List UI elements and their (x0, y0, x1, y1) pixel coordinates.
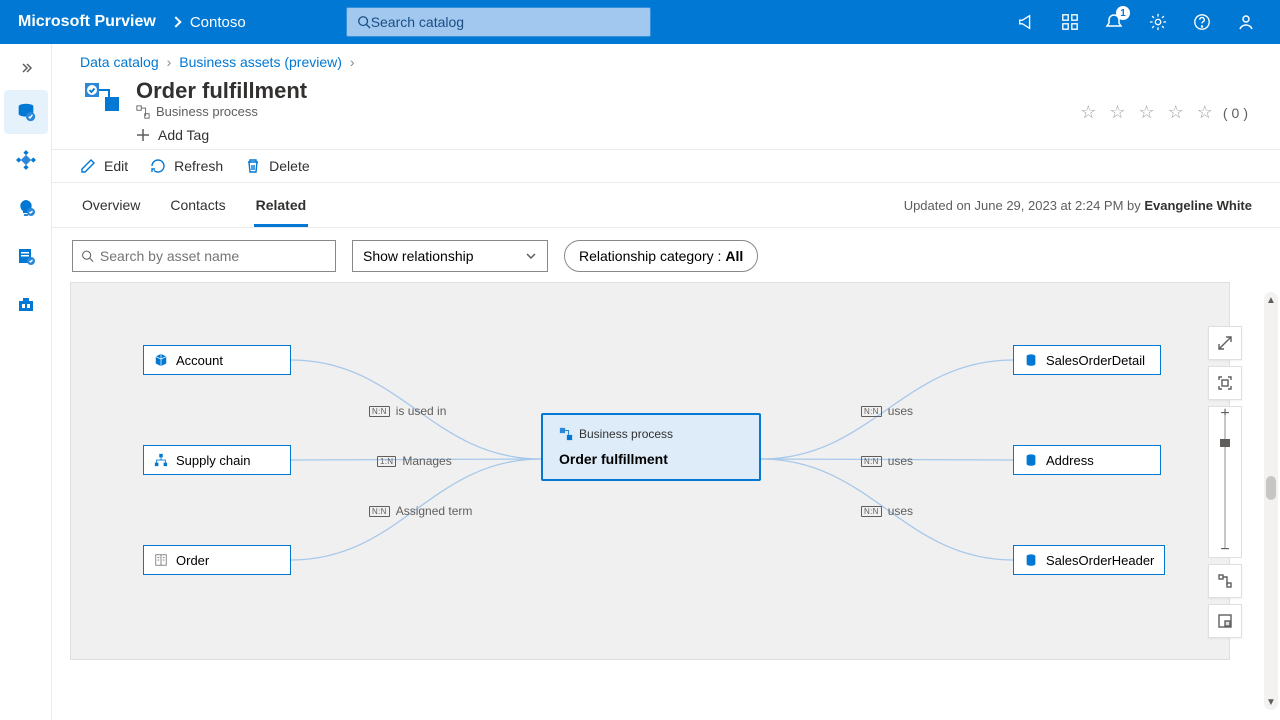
chevron-right-icon: › (350, 54, 355, 70)
fit-button[interactable] (1208, 366, 1242, 400)
node-label: SalesOrderDetail (1046, 353, 1145, 368)
rating[interactable]: ☆ ☆ ☆ ☆ ☆ (0) (1080, 78, 1252, 147)
tenant-name[interactable]: Contoso (190, 14, 246, 31)
center-node[interactable]: Business process Order fulfillment (541, 413, 761, 481)
node-label: Supply chain (176, 453, 250, 468)
node-label: Address (1046, 453, 1094, 468)
nav-data-map[interactable] (4, 138, 48, 182)
cardinality-chip: N:N (369, 506, 390, 517)
help-icon[interactable] (1184, 4, 1220, 40)
cardinality-chip: N:N (861, 456, 882, 467)
scroll-thumb[interactable] (1266, 476, 1276, 500)
node-label: SalesOrderHeader (1046, 553, 1154, 568)
search-input[interactable] (371, 14, 640, 30)
center-type: Business process (579, 427, 673, 441)
left-nav (0, 44, 52, 720)
tab-related[interactable]: Related (254, 183, 309, 227)
fullscreen-button[interactable] (1208, 326, 1242, 360)
show-relationship-dropdown[interactable]: Show relationship (352, 240, 548, 272)
crumb-data-catalog[interactable]: Data catalog (80, 54, 159, 70)
right-node[interactable]: SalesOrderHeader (1013, 545, 1165, 575)
expand-nav-button[interactable] (4, 50, 48, 86)
cardinality-chip: N:N (369, 406, 390, 417)
cardinality-chip: N:N (861, 406, 882, 417)
notification-badge: 1 (1116, 6, 1130, 20)
star-icon: ☆ ☆ ☆ ☆ ☆ (1080, 102, 1217, 123)
zoom-slider[interactable]: +− (1208, 406, 1242, 558)
apps-icon[interactable] (1052, 4, 1088, 40)
delete-button[interactable]: Delete (245, 158, 309, 174)
megaphone-icon[interactable] (1008, 4, 1044, 40)
asset-search-input[interactable] (100, 248, 327, 264)
nav-policy[interactable] (4, 234, 48, 278)
edge-label: 1:NManages (377, 454, 452, 468)
layout-button[interactable] (1208, 564, 1242, 598)
nav-management[interactable] (4, 282, 48, 326)
nav-insights[interactable] (4, 186, 48, 230)
edge-label: N:Nuses (861, 504, 913, 518)
left-node[interactable]: Order (143, 545, 291, 575)
page-title: Order fulfillment (136, 78, 1080, 104)
edge-label: N:Nis used in (369, 404, 446, 418)
profile-icon[interactable] (1228, 4, 1264, 40)
nav-data-catalog[interactable] (4, 90, 48, 134)
chevron-down-icon (525, 250, 537, 262)
chevron-right-icon: › (167, 54, 172, 70)
node-label: Account (176, 353, 223, 368)
left-node[interactable]: Account (143, 345, 291, 375)
updated-by: Updated on June 29, 2023 at 2:24 PM by E… (904, 198, 1252, 213)
gear-icon[interactable] (1140, 4, 1176, 40)
edge-label: N:Nuses (861, 454, 913, 468)
business-process-icon (80, 78, 124, 122)
db-icon (1024, 553, 1038, 567)
business-process-icon (559, 427, 573, 441)
hier-icon (154, 453, 168, 467)
add-tag-button[interactable]: Add Tag (136, 119, 1080, 147)
right-node[interactable]: SalesOrderDetail (1013, 345, 1161, 375)
brand: Microsoft Purview (0, 13, 170, 31)
zoom-toolbar: +− (1208, 326, 1242, 638)
scroll-up[interactable]: ▲ (1264, 292, 1278, 308)
node-label: Order (176, 553, 209, 568)
refresh-button[interactable]: Refresh (150, 158, 223, 174)
cardinality-chip: N:N (861, 506, 882, 517)
book-icon (154, 553, 168, 567)
relationship-category-filter[interactable]: Relationship category : All (564, 240, 758, 272)
search-catalog[interactable] (346, 7, 651, 37)
crumb-business-assets[interactable]: Business assets (preview) (179, 54, 342, 70)
tab-overview[interactable]: Overview (80, 183, 142, 227)
vertical-scrollbar[interactable]: ▲ ▼ (1264, 292, 1278, 710)
left-node[interactable]: Supply chain (143, 445, 291, 475)
chevron-right-icon (170, 16, 181, 27)
breadcrumb: Data catalog › Business assets (preview)… (52, 44, 1280, 74)
edit-button[interactable]: Edit (80, 158, 128, 174)
edge-label: N:NAssigned term (369, 504, 472, 518)
right-node[interactable]: Address (1013, 445, 1161, 475)
minimap-button[interactable] (1208, 604, 1242, 638)
bell-icon[interactable]: 1 (1096, 4, 1132, 40)
cardinality-chip: 1:N (377, 456, 396, 467)
search-icon (357, 15, 371, 29)
rating-count: (0) (1223, 105, 1252, 121)
cube-icon (154, 353, 168, 367)
tab-contacts[interactable]: Contacts (168, 183, 227, 227)
db-icon (1024, 353, 1038, 367)
relationship-canvas[interactable]: Account Supply chain Order SalesOrderDetail… (70, 282, 1230, 660)
db-icon (1024, 453, 1038, 467)
center-title: Order fulfillment (559, 451, 743, 467)
scroll-down[interactable]: ▼ (1264, 694, 1278, 710)
asset-search[interactable] (72, 240, 336, 272)
page-subtitle: Business process (136, 104, 1080, 119)
edge-label: N:Nuses (861, 404, 913, 418)
